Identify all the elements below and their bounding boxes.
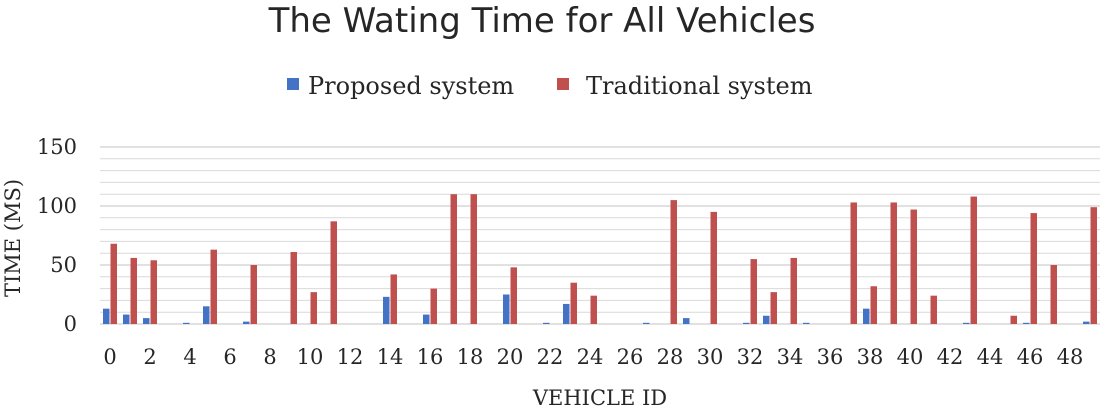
x-tick-label: 18	[457, 345, 484, 369]
bar-traditional	[670, 200, 677, 324]
bar-proposed	[103, 308, 110, 324]
bar-traditional	[330, 221, 337, 324]
bar-traditional	[870, 286, 877, 324]
x-tick-label: 40	[897, 345, 924, 369]
bar-proposed	[803, 322, 810, 324]
bar-proposed	[123, 314, 130, 324]
x-tick-label: 6	[223, 345, 236, 369]
bar-traditional	[110, 243, 117, 324]
bar-traditional	[210, 249, 217, 324]
bars	[103, 194, 1097, 324]
bar-proposed	[743, 322, 750, 324]
bar-proposed	[1083, 321, 1090, 324]
bar-traditional	[450, 194, 457, 324]
x-axis-ticks: 0 2 4 6 8 10 12 14 16 18 20 22 24 26 28 30 32 34 36 38 40 42 4…	[103, 345, 1083, 369]
x-tick-label: 4	[183, 345, 196, 369]
y-tick-label: 150	[37, 135, 77, 159]
bar-traditional	[910, 209, 917, 324]
x-tick-label: 10	[297, 345, 324, 369]
x-tick-label: 38	[857, 345, 884, 369]
x-tick-label: 24	[577, 345, 604, 369]
y-tick-label: 50	[50, 253, 77, 277]
y-axis-label: TIME (MS)	[1, 179, 25, 297]
x-tick-label: 34	[777, 345, 804, 369]
bar-proposed	[543, 322, 550, 324]
legend-label-proposed: Proposed system	[308, 72, 514, 100]
y-tick-label: 0	[64, 312, 77, 336]
x-tick-label: 42	[937, 345, 964, 369]
bar-proposed	[963, 322, 970, 324]
bar-traditional	[850, 202, 857, 324]
x-tick-label: 36	[817, 345, 844, 369]
bar-traditional	[1090, 207, 1097, 324]
chart-title: The Wating Time for All Vehicles	[268, 1, 816, 41]
bar-traditional	[150, 260, 157, 324]
bar-traditional	[470, 194, 477, 324]
legend-swatch-traditional	[557, 78, 569, 90]
bar-traditional	[790, 257, 797, 324]
bar-traditional	[590, 295, 597, 324]
bar-proposed	[383, 296, 390, 324]
gridlines	[100, 146, 1100, 325]
bar-proposed	[243, 321, 250, 324]
y-axis-ticks: 0 50 100 150	[37, 135, 77, 336]
legend-swatch-proposed	[287, 78, 299, 90]
x-tick-label: 8	[263, 345, 276, 369]
x-tick-label: 14	[377, 345, 404, 369]
y-tick-label: 100	[37, 194, 77, 218]
bar-traditional	[130, 257, 137, 324]
x-tick-label: 0	[103, 345, 116, 369]
bar-proposed	[1023, 322, 1030, 324]
legend-label-traditional: Traditional system	[586, 72, 813, 100]
bar-traditional	[510, 267, 517, 324]
bar-traditional	[290, 252, 297, 324]
bar-traditional	[770, 292, 777, 324]
bar-traditional	[1030, 213, 1037, 324]
bar-traditional	[970, 196, 977, 324]
bar-traditional	[930, 295, 937, 324]
bar-traditional	[310, 292, 317, 324]
bar-proposed	[683, 318, 690, 324]
bar-traditional	[250, 265, 257, 324]
bar-proposed	[203, 306, 210, 324]
x-tick-label: 28	[657, 345, 684, 369]
x-tick-label: 26	[617, 345, 644, 369]
bar-traditional	[1050, 265, 1057, 324]
x-tick-label: 30	[697, 345, 724, 369]
bar-proposed	[503, 294, 510, 324]
bar-proposed	[643, 322, 650, 324]
bar-proposed	[763, 315, 770, 324]
x-tick-label: 2	[143, 345, 156, 369]
bar-traditional	[1010, 315, 1017, 324]
bar-proposed	[183, 322, 190, 324]
bar-proposed	[423, 314, 430, 324]
x-axis-label: VEHICLE ID	[532, 386, 667, 410]
x-tick-label: 22	[537, 345, 564, 369]
legend: Proposed system Traditional system	[287, 72, 813, 100]
x-tick-label: 20	[497, 345, 524, 369]
bar-traditional	[750, 259, 757, 324]
x-tick-label: 46	[1017, 345, 1044, 369]
bar-proposed	[563, 303, 570, 324]
bar-traditional	[710, 211, 717, 324]
x-tick-label: 32	[737, 345, 764, 369]
bar-proposed	[143, 318, 150, 324]
x-tick-label: 44	[977, 345, 1004, 369]
x-tick-label: 16	[417, 345, 444, 369]
bar-traditional	[390, 274, 397, 324]
x-tick-label: 48	[1057, 345, 1084, 369]
bar-proposed	[863, 308, 870, 324]
x-tick-label: 12	[337, 345, 364, 369]
bar-traditional	[890, 202, 897, 324]
bar-traditional	[430, 288, 437, 324]
bar-traditional	[570, 282, 577, 324]
